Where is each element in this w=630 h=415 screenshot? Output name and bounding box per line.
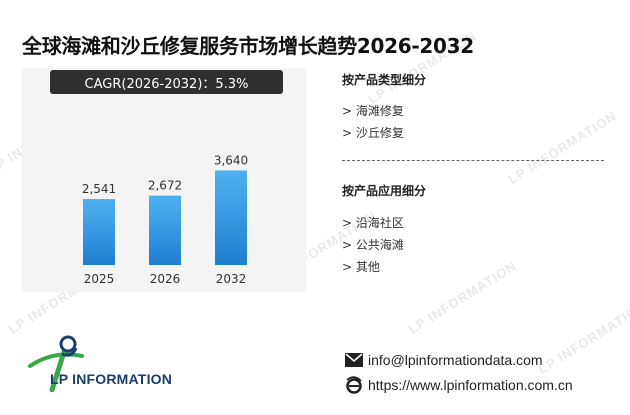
bar-2026 (149, 195, 181, 265)
page-title: 全球海滩和沙丘修复服务市场增长趋势2026-2032 (22, 34, 474, 58)
cagr-badge: CAGR(2026-2032)：5.3% (50, 70, 283, 94)
website-contact[interactable]: https://www.lpinformation.com.cn (344, 376, 573, 394)
divider (342, 160, 604, 161)
type-segment-item: > 沙丘修复 (342, 126, 404, 140)
envelope-icon (344, 352, 364, 368)
x-tick-label: 2025 (84, 272, 115, 286)
bar-chart: 2,541 2025 2,672 2026 3,640 2032 (82, 153, 248, 286)
lp-information-logo (28, 335, 84, 392)
application-segment-item: > 其他 (342, 260, 380, 274)
email-text: info@lpinformationdata.com (368, 352, 543, 368)
internet-explorer-icon (344, 376, 364, 394)
logo-text: LP INFORMATION (50, 371, 173, 387)
bar-2032 (215, 170, 247, 265)
x-tick-label: 2026 (150, 272, 181, 286)
type-segment-item: > 海滩修复 (342, 104, 404, 118)
bar-2025 (83, 199, 115, 265)
bar-value-label: 2,541 (82, 182, 116, 196)
application-segment-heading: 按产品应用细分 (342, 184, 427, 198)
watermark: LP INFORMATION (535, 298, 630, 377)
watermark: LP INFORMATION (505, 108, 620, 187)
x-tick-label: 2032 (216, 272, 247, 286)
application-segment-item: > 公共海滩 (342, 238, 404, 252)
watermark: LP INFORMATION (405, 258, 520, 337)
website-text: https://www.lpinformation.com.cn (368, 377, 573, 393)
bar-value-label: 2,672 (148, 179, 182, 193)
bar-value-label: 3,640 (214, 153, 248, 167)
email-contact[interactable]: info@lpinformationdata.com (344, 352, 543, 368)
type-segment-heading: 按产品类型细分 (342, 73, 427, 87)
application-segment-item: > 沿海社区 (342, 216, 404, 230)
